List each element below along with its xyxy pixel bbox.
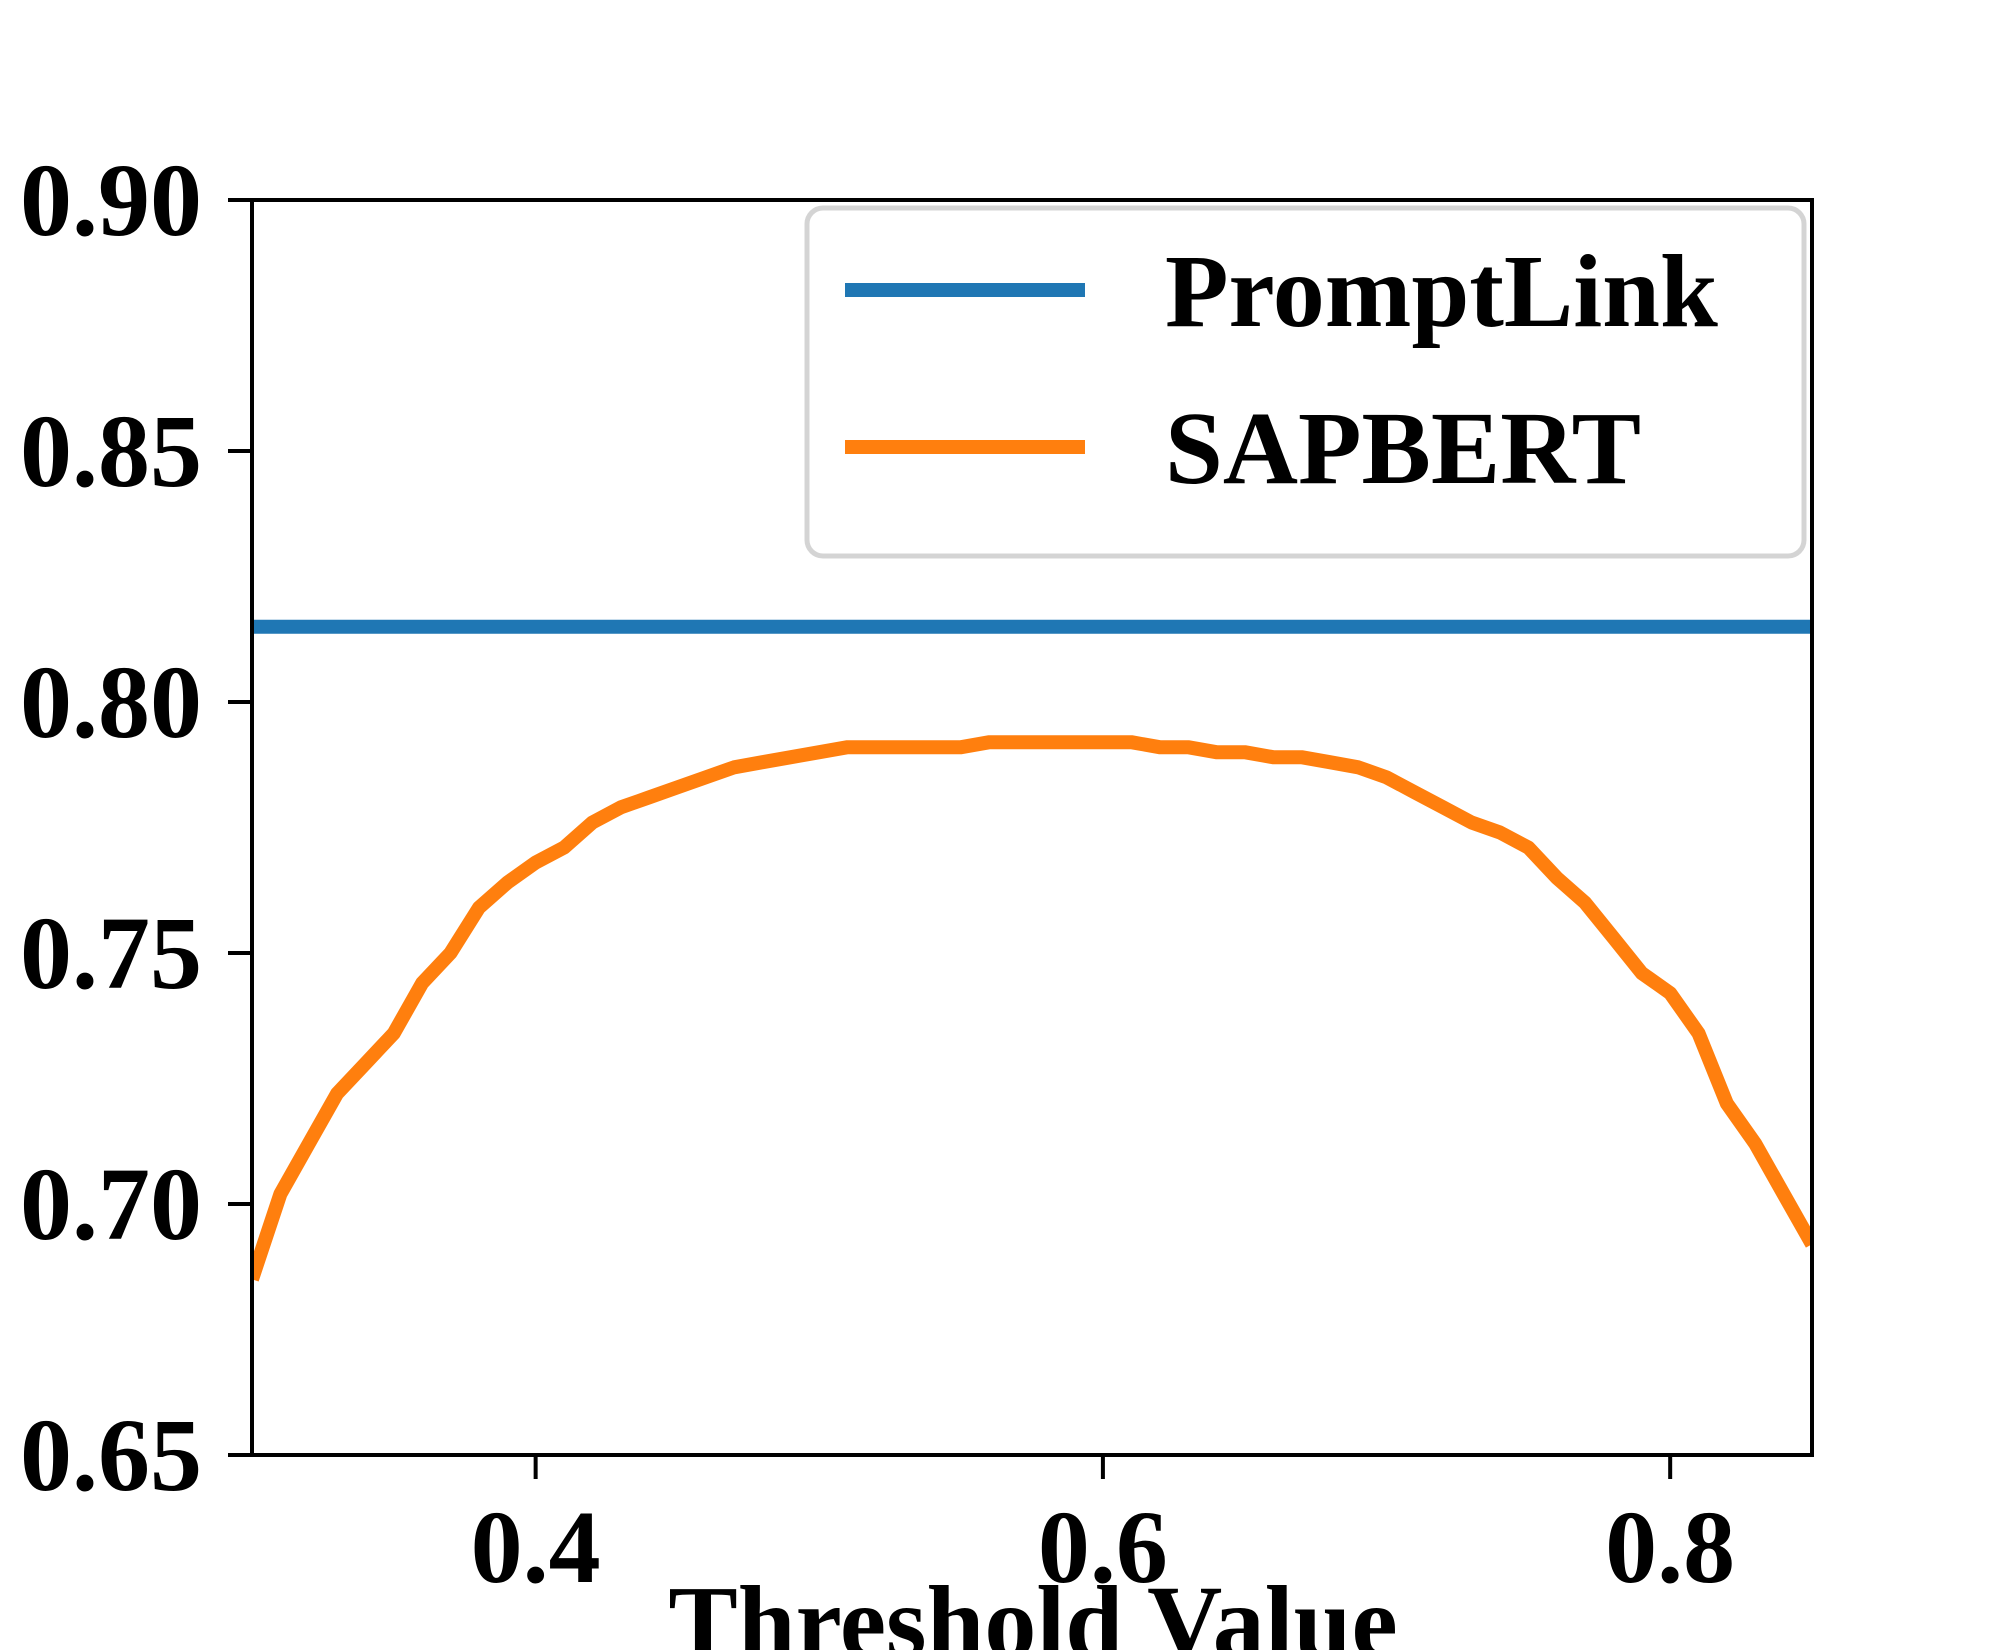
y-tick-label: 0.75 [20,896,202,1011]
x-tick-label: 0.4 [471,1490,601,1605]
y-tick-label: 0.85 [20,394,202,509]
y-tick-label: 0.90 [20,143,202,258]
x-tick-label: 0.8 [1605,1490,1735,1605]
plot-frame [250,198,1814,1457]
series-line-sapbert [252,735,1812,1282]
x-tick-label: 0.6 [1038,1490,1168,1605]
x-axis-label: Threshold Value [668,1565,1397,1650]
axes-layer: 0.65 0.70 0.75 0.80 0.85 0.90 0.4 0.6 0.8 [20,143,1814,1605]
series-layer [252,619,1812,1282]
legend-label-sapbert: SAPBERT [1165,391,1641,506]
y-tick-label: 0.70 [20,1147,202,1262]
legend: PromptLink SAPBERT [804,205,1807,559]
y-tick-label: 0.80 [20,645,202,760]
y-tick-label: 0.65 [20,1398,202,1513]
legend-label-promptlink: PromptLink [1165,234,1718,349]
